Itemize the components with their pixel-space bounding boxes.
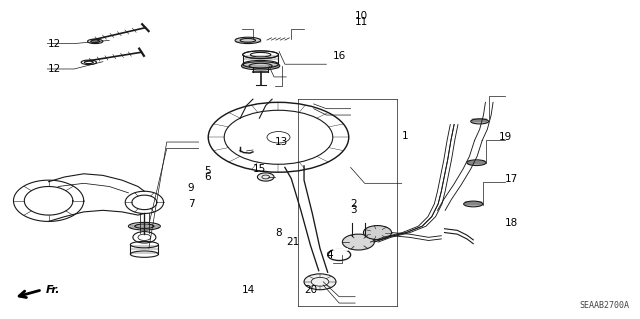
- Text: 1: 1: [402, 131, 408, 141]
- Circle shape: [342, 234, 374, 250]
- Text: 2: 2: [351, 199, 357, 209]
- Text: 8: 8: [275, 227, 282, 238]
- Text: 16: 16: [333, 51, 346, 61]
- Text: 3: 3: [351, 205, 357, 215]
- Text: 11: 11: [355, 17, 369, 27]
- Text: 4: 4: [326, 250, 333, 260]
- Ellipse shape: [467, 160, 486, 166]
- Text: 18: 18: [505, 218, 518, 228]
- Circle shape: [304, 274, 336, 290]
- Ellipse shape: [470, 119, 488, 124]
- Circle shape: [364, 226, 392, 240]
- Circle shape: [133, 232, 156, 243]
- Text: Fr.: Fr.: [45, 286, 60, 295]
- Text: 6: 6: [204, 172, 211, 182]
- Text: 7: 7: [188, 199, 195, 209]
- Text: 12: 12: [47, 64, 61, 74]
- Text: 13: 13: [275, 137, 289, 147]
- Text: 15: 15: [253, 164, 266, 174]
- Text: 9: 9: [188, 183, 195, 193]
- Text: 10: 10: [355, 11, 368, 21]
- Text: 20: 20: [304, 286, 317, 295]
- Text: 5: 5: [204, 166, 211, 176]
- Ellipse shape: [464, 201, 483, 207]
- Text: SEAAB2700A: SEAAB2700A: [580, 301, 630, 310]
- Text: 12: 12: [47, 39, 61, 48]
- Text: 19: 19: [499, 132, 512, 142]
- Circle shape: [257, 173, 274, 181]
- Text: 21: 21: [286, 237, 300, 247]
- Text: 17: 17: [505, 174, 518, 183]
- Text: 14: 14: [242, 285, 255, 295]
